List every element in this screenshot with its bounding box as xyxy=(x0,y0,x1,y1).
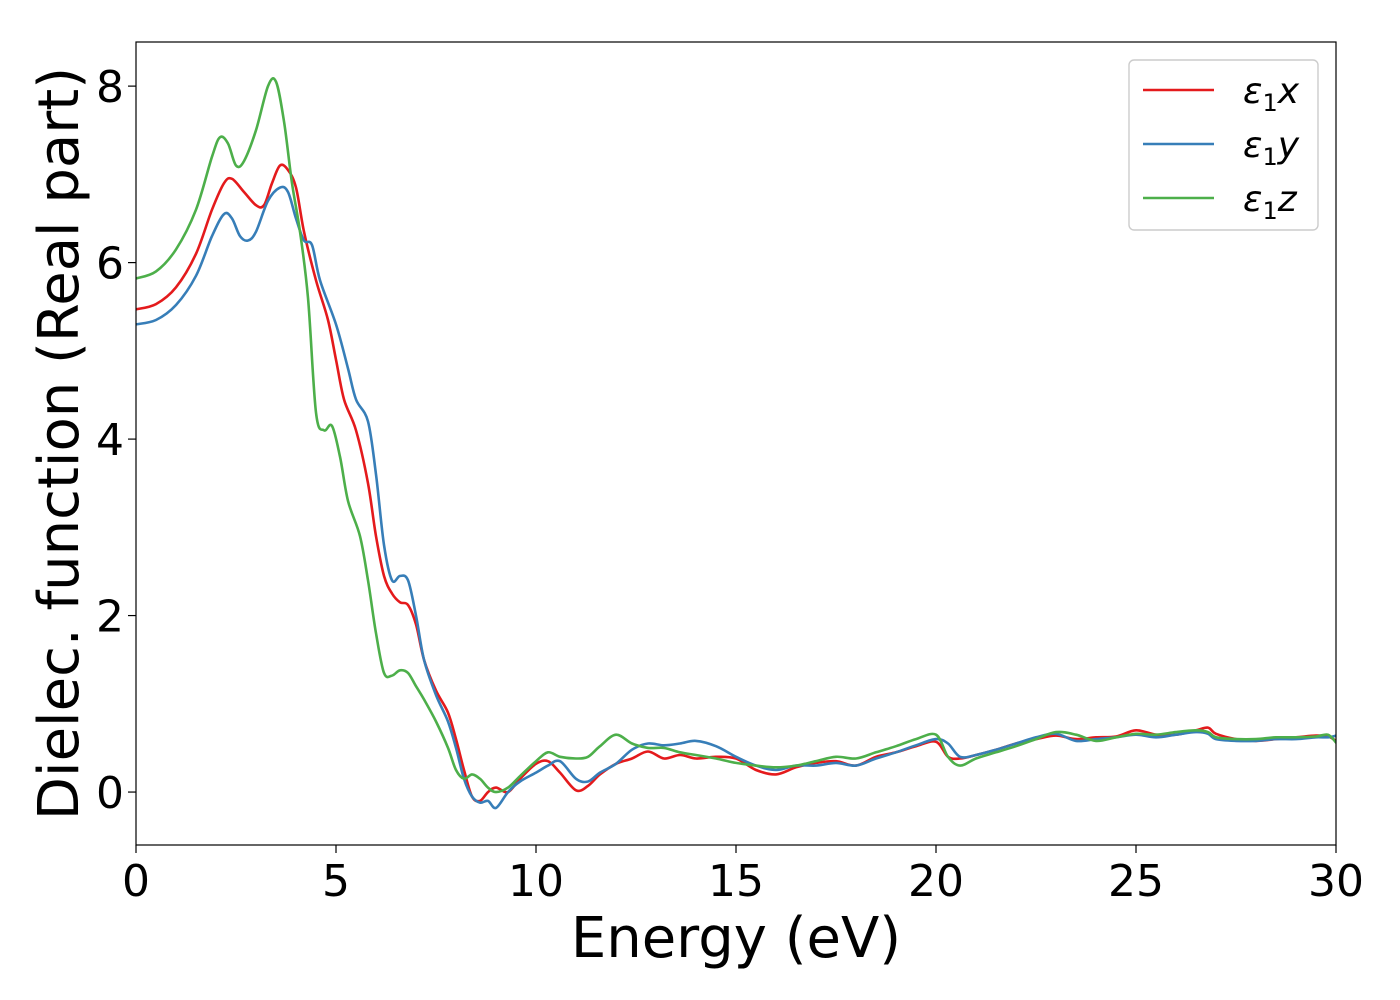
x-tick-label: 25 xyxy=(1108,856,1164,907)
series-line-z xyxy=(136,77,1336,794)
legend-label-y: ε1y xyxy=(1243,125,1300,171)
y-axis-title: Dielec. function (Real part) xyxy=(27,67,92,820)
x-tick-label: 10 xyxy=(508,856,564,907)
x-axis-title: Energy (eV) xyxy=(571,906,901,971)
y-axis: 0 2 4 6 8 xyxy=(96,62,136,819)
y-tick-label: 0 xyxy=(96,768,124,819)
series-line-y xyxy=(136,185,1336,810)
series-layer xyxy=(136,77,1336,810)
legend-label-x: ε1x xyxy=(1243,71,1300,117)
legend-label-z: ε1z xyxy=(1243,179,1298,225)
legend-box xyxy=(1128,59,1319,231)
y-tick-label: 2 xyxy=(96,592,124,643)
x-axis: 0 5 10 15 20 25 30 xyxy=(122,845,1364,907)
series-line-x xyxy=(136,163,1336,803)
x-tick-label: 30 xyxy=(1308,856,1364,907)
x-tick-label: 20 xyxy=(908,856,964,907)
y-tick-label: 8 xyxy=(96,62,124,113)
x-tick-label: 15 xyxy=(708,856,764,907)
x-tick-label: 0 xyxy=(122,856,150,907)
y-tick-label: 4 xyxy=(96,415,124,466)
legend: ε1x ε1y ε1z xyxy=(1128,59,1319,231)
y-tick-label: 6 xyxy=(96,239,124,290)
x-tick-label: 5 xyxy=(322,856,350,907)
